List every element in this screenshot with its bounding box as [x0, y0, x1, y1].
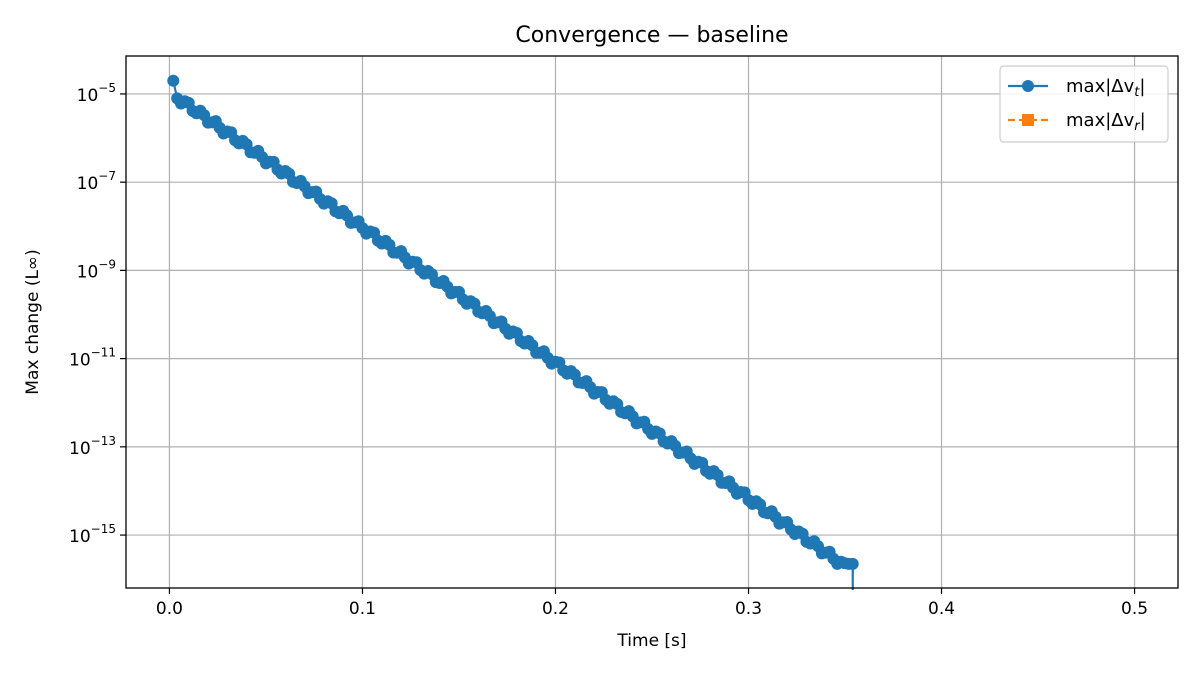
- y-axis-label: Max change (L∞): [23, 249, 43, 394]
- x-tick-label: 0.4: [928, 599, 955, 619]
- y-tick-label: 10−15: [69, 522, 116, 547]
- x-tick-label: 0.3: [735, 599, 762, 619]
- plot-frame: [125, 55, 1179, 589]
- y-tick-label: 10−13: [69, 434, 116, 459]
- legend: max|Δvt| max|Δvr|: [999, 65, 1169, 143]
- y-tick-label: 10−7: [77, 169, 116, 194]
- y-tick-label: 10−9: [77, 257, 116, 282]
- legend-marker-vr: [1022, 114, 1034, 126]
- data-point-vt: [846, 557, 859, 570]
- x-tick-label: 0.1: [349, 599, 376, 619]
- x-axis-label: Time [s]: [616, 631, 686, 651]
- series-layer: [167, 74, 859, 590]
- x-tick-label: 0.5: [1121, 599, 1148, 619]
- chart-title: Convergence — baseline: [515, 23, 788, 48]
- x-tick-label: 0.2: [542, 599, 569, 619]
- y-tick-label: 10−11: [69, 346, 116, 371]
- y-tick-label: 10−5: [77, 81, 116, 106]
- ticks: 0.0 0.1 0.2 0.3 0.4 0.5 10−5 10−7 10−9 10−11 10−13…: [69, 81, 1148, 619]
- data-point-vt: [167, 74, 180, 87]
- x-tick-label: 0.0: [156, 599, 183, 619]
- legend-label-vr: max|Δvr|: [1066, 110, 1146, 134]
- legend-label-vt: max|Δvt|: [1066, 76, 1145, 100]
- legend-marker-vt: [1022, 80, 1034, 92]
